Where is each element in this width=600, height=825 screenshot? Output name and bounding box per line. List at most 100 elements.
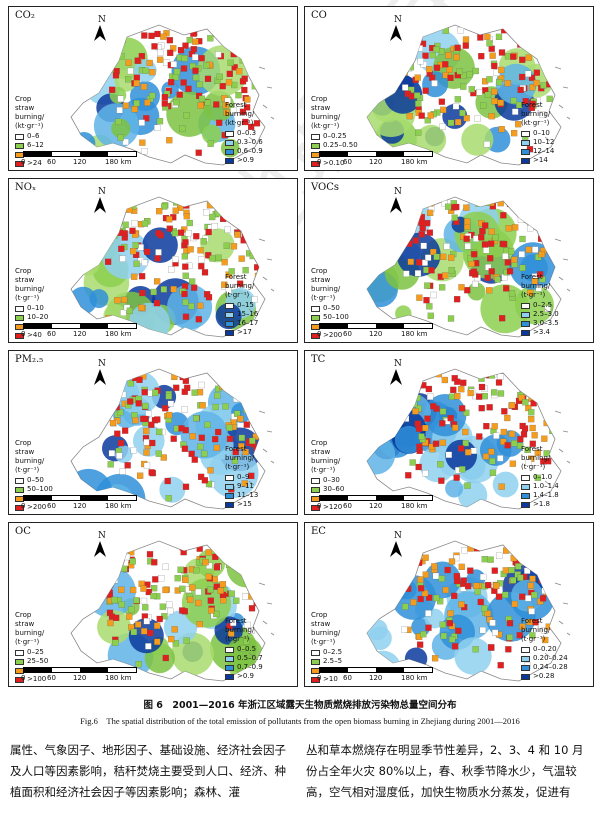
- crop-cell: [463, 114, 470, 122]
- crop-cell: [442, 61, 449, 68]
- crop-cell: [531, 591, 538, 599]
- crop-cell: [162, 563, 169, 571]
- crop-cell: [439, 123, 446, 130]
- crop-cell: [143, 618, 150, 625]
- crop-cell: [208, 607, 215, 614]
- crop-cell: [186, 219, 193, 227]
- crop-cell: [127, 606, 135, 613]
- crop-cell: [439, 439, 446, 446]
- crop-cell: [500, 212, 507, 219]
- crop-cell: [127, 380, 135, 387]
- crop-cell: [452, 424, 459, 431]
- crop-cell: [538, 235, 545, 242]
- crop-cell: [402, 84, 409, 91]
- crop-cell: [549, 427, 556, 435]
- crop-cell: [149, 68, 156, 76]
- crop-cell: [458, 445, 465, 452]
- crop-cell: [412, 408, 419, 415]
- crop-cell: [530, 550, 537, 557]
- crop-cell: [238, 443, 245, 450]
- crop-cell: [549, 397, 556, 404]
- crop-cell: [422, 571, 429, 578]
- crop-cell: [486, 404, 493, 411]
- crop-cell: [236, 216, 243, 224]
- crop-cell: [525, 595, 532, 602]
- crop-cell: [504, 414, 511, 422]
- crop-cell: [154, 255, 161, 262]
- crop-cell: [481, 605, 488, 612]
- legend-crop-item: 6–12: [15, 141, 48, 150]
- crop-cell: [114, 430, 121, 437]
- crop-cell: [181, 290, 188, 298]
- crop-cell: [244, 559, 252, 566]
- crop-cell: [442, 586, 449, 594]
- crop-cell: [511, 202, 518, 209]
- legend-crop-item: >120: [311, 503, 349, 512]
- crop-cell: [508, 430, 516, 438]
- crop-cell: [424, 254, 432, 261]
- crop-cell: [231, 457, 239, 464]
- crop-cell: [519, 593, 526, 600]
- crop-cell: [454, 392, 461, 400]
- crop-cell: [489, 619, 496, 627]
- legend-forest-item: 1.0–1.4: [521, 482, 559, 491]
- crop-cell: [152, 389, 159, 397]
- crop-cell: [248, 545, 255, 552]
- crop-cell: [248, 123, 255, 131]
- crop-cell: [162, 586, 169, 594]
- legend-crop-item: >0.10: [311, 159, 358, 168]
- pollutant-label: NOₓ: [15, 182, 37, 193]
- forest-patch: [78, 50, 109, 82]
- crop-cell: [130, 446, 137, 454]
- crop-cell: [446, 66, 453, 74]
- crop-cell: [140, 597, 148, 605]
- crop-cell: [414, 420, 421, 427]
- forest-patch: [454, 637, 492, 675]
- crop-cell: [425, 624, 432, 631]
- crop-cell: [159, 603, 166, 610]
- crop-cell: [154, 278, 161, 285]
- crop-cell: [502, 591, 509, 598]
- crop-cell: [453, 203, 460, 211]
- crop-cell: [241, 231, 248, 239]
- crop-cell: [415, 463, 422, 471]
- crop-cell: [466, 71, 473, 78]
- forest-patch: [445, 479, 464, 498]
- crop-cell: [230, 243, 238, 250]
- crop-cell: [124, 76, 132, 83]
- crop-cell: [248, 605, 256, 612]
- crop-cell: [219, 82, 226, 90]
- crop-cell: [205, 549, 212, 556]
- crop-cell: [120, 309, 127, 316]
- crop-cell: [187, 246, 194, 253]
- crop-cell: [411, 45, 419, 52]
- crop-cell: [429, 51, 436, 59]
- crop-cell: [215, 51, 222, 58]
- crop-cell: [539, 111, 546, 118]
- crop-cell: [444, 566, 451, 574]
- legend-forest-item: 0.6–0.9: [225, 147, 263, 156]
- crop-cell: [529, 100, 536, 107]
- crop-cell: [449, 636, 456, 643]
- legend-forest-item: 0–2.5: [521, 301, 559, 310]
- crop-cell: [232, 448, 239, 456]
- crop-cell: [497, 390, 505, 397]
- crop-cell: [504, 259, 511, 266]
- crop-cell: [546, 589, 553, 596]
- crop-cell: [506, 268, 514, 275]
- legend-forest: Forest burning/(kt·gr⁻¹) 0–10 10–12 12–14 >14: [521, 101, 555, 164]
- crop-cell: [497, 373, 504, 380]
- crop-cell: [475, 200, 482, 207]
- legend-forest: Forest burning/(t·gr⁻¹) 0–1.0 1.0–1.4 1.4–1.…: [521, 445, 559, 508]
- crop-cell: [459, 405, 466, 412]
- crop-cell: [181, 406, 188, 413]
- crop-cell: [546, 81, 553, 88]
- crop-cell: [496, 552, 503, 559]
- crop-cell: [178, 425, 185, 432]
- crop-cell: [155, 249, 162, 256]
- legend-crop-item: 0–0.25: [311, 132, 358, 141]
- crop-cell: [518, 394, 525, 401]
- crop-cell: [430, 248, 437, 256]
- crop-cell: [478, 234, 485, 241]
- crop-cell: [454, 296, 461, 303]
